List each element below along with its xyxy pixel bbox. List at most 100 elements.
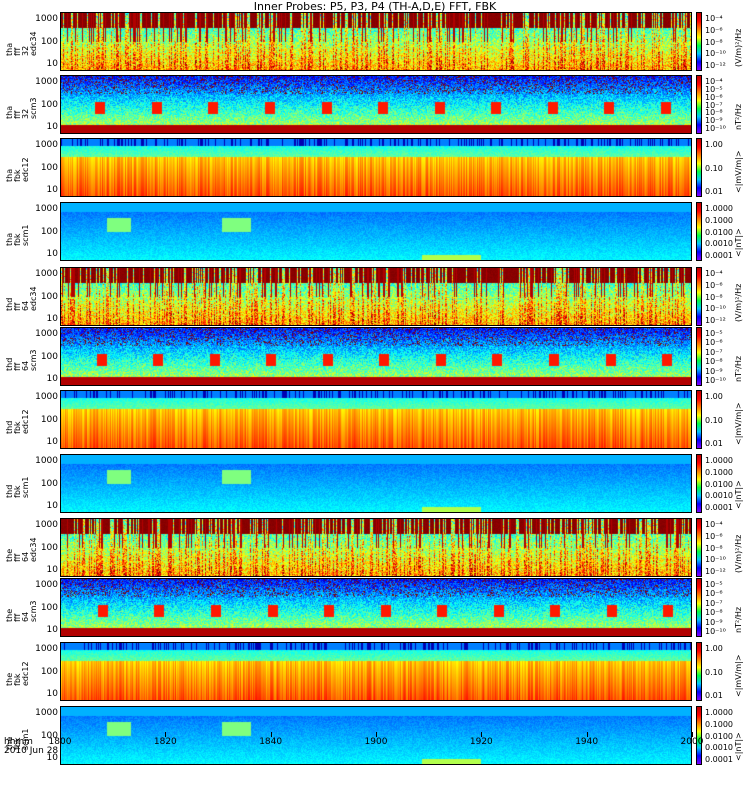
colorbar-tick-label: 10⁻⁵ (705, 84, 723, 94)
spectrogram-plot (60, 642, 692, 701)
panel-label-line: scm1 (21, 224, 30, 246)
y-tick-label: 1000 (35, 707, 58, 718)
spectrogram-plot (60, 12, 692, 71)
spectrogram-plot (60, 202, 692, 261)
y-tick-label: 1000 (35, 139, 58, 150)
spectrogram-image (61, 203, 691, 260)
x-tick-mark (270, 732, 272, 737)
colorbar-unit-label: <|nT|> (734, 480, 743, 509)
y-tick-label: 100 (40, 162, 58, 173)
y-tick-label: 10 (46, 625, 58, 636)
colorbar-tick-label: 1.00 (705, 392, 723, 401)
colorbar-tick-label: 10⁻¹² (705, 567, 726, 576)
colorbar-tick-label: 0.0100 (705, 731, 733, 741)
y-tick-label: 1000 (35, 76, 58, 87)
panel-label: tha fff 32 edc34 (2, 12, 38, 71)
colorbar-unit-label: (V/m)²/Hz (734, 28, 743, 67)
panel-label: the fff 64 edc34 (2, 518, 38, 577)
colorbar (696, 706, 702, 765)
colorbar-tick-label: 1.0000 (705, 456, 733, 465)
colorbar-tick-label: 0.0100 (705, 227, 733, 237)
spectrogram-panel: thd fbk scm1 1000 100 10 1.0000 0.1000 0.0100 0.0… (0, 454, 750, 513)
x-tick-mark (60, 732, 61, 737)
spectrogram-panel: the fbk edc12 1000 100 10 1.00 0.10 0.01 <|mV/m|> (0, 642, 750, 701)
x-tick-label: 1920 (469, 737, 493, 747)
y-tick-label: 10 (46, 501, 58, 512)
panel-label: the fbk edc12 (2, 642, 32, 701)
spectrogram-plot (60, 75, 692, 134)
colorbar-tick-label: 10⁻⁸ (705, 543, 723, 553)
y-tick-label: 1000 (35, 579, 58, 590)
spectrogram-panel: thd fbk edc12 1000 100 10 1.00 0.10 0.01 <|mV/m|> (0, 390, 750, 449)
colorbar (696, 518, 702, 577)
colorbar-tick-label: 0.10 (705, 163, 723, 173)
colorbar-tick-label: 10⁻⁹ (705, 366, 723, 376)
colorbar-tick-label: 10⁻¹² (705, 61, 726, 70)
x-tick-label: 1840 (259, 737, 283, 747)
x-tick-label: 2000 (680, 737, 704, 747)
spectrogram-panel: thd fff 64 edc34 1000 100 10 10⁻⁴ 10⁻⁶ 10⁻⁸ 10⁻¹⁰ 1… (0, 267, 750, 326)
panel-label: tha fbk scm1 (2, 202, 32, 261)
y-tick-label: 1000 (35, 203, 58, 214)
colorbar-tick-label: 0.0001 (705, 755, 733, 764)
colorbar (696, 454, 702, 513)
colorbar-tick-label: 10⁻⁵ (705, 580, 723, 589)
y-tick-label: 100 (40, 730, 58, 741)
y-tick-label: 10 (46, 185, 58, 196)
colorbar-tick-label: 0.1000 (705, 215, 733, 225)
spectrogram-plot (60, 454, 692, 513)
colorbar (696, 202, 702, 261)
colorbar-tick-label: 10⁻¹² (705, 316, 726, 325)
colorbar-unit-label: nT²/Hz (734, 606, 743, 633)
colorbar-tick-label: 0.1000 (705, 467, 733, 477)
colorbar-tick-label: 1.0000 (705, 204, 733, 213)
colorbar-tick-label: 10⁻⁸ (705, 108, 723, 118)
colorbar-tick-label: 10⁻¹⁰ (705, 304, 726, 314)
colorbar-tick-label: 10⁻¹⁰ (705, 555, 726, 565)
panel-label-line: edc12 (21, 408, 30, 434)
colorbar-tick-label: 10⁻¹⁰ (705, 49, 726, 59)
colorbar (696, 642, 702, 701)
colorbar-tick-label: 10⁻⁷ (705, 598, 723, 608)
x-tick-label: 1940 (575, 737, 599, 747)
colorbar-unit-label: <|nT|> (734, 228, 743, 257)
colorbar (696, 267, 702, 326)
y-tick-label: 1000 (35, 328, 58, 339)
y-tick-label: 1000 (35, 455, 58, 466)
colorbar-unit-label: (V/m)²/Hz (734, 534, 743, 573)
colorbar-tick-label: 0.0001 (705, 503, 733, 512)
spectrogram-image (61, 268, 691, 325)
colorbar-tick-label: 1.00 (705, 644, 723, 653)
colorbar-tick-label: 10⁻⁶ (705, 531, 723, 541)
spectrogram-image (61, 139, 691, 196)
x-axis: hhmm 2010 Jun 28 1800 1820 1840 1900 1920 194… (0, 732, 750, 797)
colorbar (696, 578, 702, 637)
spectrogram-panel: tha fbk scm1 1000 100 10 1.0000 0.1000 0.0100 0.0… (0, 202, 750, 261)
colorbar-unit-label: (V/m)²/Hz (734, 283, 743, 322)
y-tick-label: 1000 (35, 643, 58, 654)
colorbar-tick-label: 0.01 (705, 187, 723, 196)
y-tick-label: 1000 (35, 13, 58, 24)
x-tick-label: 1900 (364, 737, 388, 747)
colorbar (696, 75, 702, 134)
y-tick-label: 100 (40, 351, 58, 362)
colorbar-tick-label: 0.0010 (705, 743, 733, 753)
chart-title: Inner Probes: P5, P3, P4 (TH-A,D,E) FFT,… (253, 0, 497, 13)
colorbar-tick-label: 10⁻⁹ (705, 116, 723, 126)
colorbar-tick-label: 10⁻⁶ (705, 338, 723, 348)
colorbar-tick-label: 10⁻⁵ (705, 329, 723, 338)
x-axis-label: hhmm (4, 737, 33, 747)
spectrogram-image (61, 328, 691, 385)
y-tick-label: 100 (40, 478, 58, 489)
y-tick-label: 100 (40, 291, 58, 302)
spectrogram-image (61, 391, 691, 448)
colorbar-tick-label: 0.0001 (705, 251, 733, 260)
panel-label: thd fff 64 edc34 (2, 267, 38, 326)
x-tick-label: 1820 (153, 737, 177, 747)
colorbar-tick-label: 10⁻⁴ (705, 14, 723, 23)
colorbar-tick-label: 0.01 (705, 691, 723, 700)
x-tick-mark (376, 732, 377, 737)
colorbar-tick-label: 0.0100 (705, 479, 733, 489)
y-tick-label: 100 (40, 542, 58, 553)
spectrogram-plot (60, 267, 692, 326)
